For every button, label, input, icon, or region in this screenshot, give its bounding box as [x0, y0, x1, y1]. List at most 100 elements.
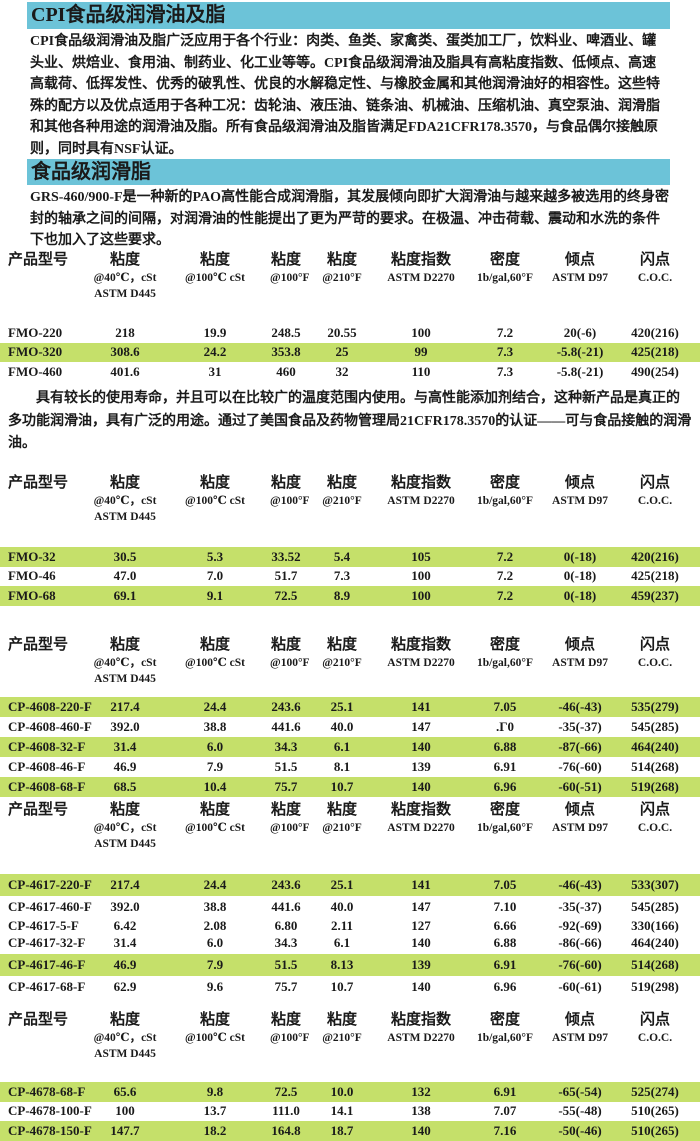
table-cell: 139 [411, 957, 431, 972]
column-header-unit: @210°F [322, 272, 362, 284]
column-header-unit: @100°F [270, 272, 310, 284]
column-header: 产品型号 [0, 800, 90, 852]
section-title: 食品级润滑脂 [31, 161, 151, 183]
column-header-unit: 1b/gal,60°F [476, 1032, 534, 1044]
product-model-cell: CP-4617-5-F [8, 918, 79, 933]
table-cell: 6.0 [206, 934, 224, 950]
column-header-label: 粘度 [199, 252, 230, 268]
table-cell: 33.52 [271, 548, 301, 564]
column-header-label: 密度 [489, 802, 520, 818]
table-row: CP-4608-460-F 392.0 38.8 441.6 40.0 147 .Г0 -35… [0, 717, 700, 737]
table-cell: 441.6 [271, 719, 301, 734]
column-header-unit: @100℃ cSt [185, 1032, 245, 1044]
column-header-label: 粘度 [109, 637, 140, 653]
table-cell: 535(279) [631, 699, 679, 714]
column-header: 粘度 @210°F [302, 250, 382, 302]
table-row: FMO-46 47.0 7.0 51.7 7.3 100 7.2 0(-18) 425(218) [0, 567, 700, 587]
table-cell: 32 [335, 363, 349, 379]
table-cell: 7.2 [496, 568, 514, 584]
product-model-cell: CP-4608-46-F [8, 759, 86, 774]
table-cell: 164.8 [271, 1122, 301, 1138]
table-cell: 6.96 [493, 779, 517, 794]
column-header-label: 倾点 [564, 475, 595, 491]
column-header: 粘度 @100°F [270, 473, 310, 525]
column-header-unit: @100°F [270, 1032, 310, 1044]
table-cell: 6.88 [493, 934, 517, 950]
table-cell: 0(-18) [563, 548, 597, 564]
column-header-unit: ASTM D445 [94, 1048, 156, 1060]
column-header: 粘度 @100℃ cSt [160, 1010, 270, 1062]
column-header: 粘度 @40℃，cSt ASTM D445 [90, 800, 160, 852]
column-header: 产品型号 [0, 473, 90, 525]
table-cell: 34.3 [274, 739, 298, 754]
product-model-cell: FMO-68 [8, 587, 56, 603]
column-header: 粘度 @40℃，cSt ASTM D445 [90, 473, 160, 525]
table-cell: 7.05 [493, 699, 517, 714]
column-header-label: 产品型号 [8, 475, 69, 491]
table-header: 产品型号 粘度 @40℃，cSt ASTM D445 粘度 @100℃ cSt 粘度 @100… [0, 250, 700, 300]
table-cell: 69.1 [113, 587, 137, 603]
column-header-unit: @100℃ cSt [185, 822, 245, 834]
table-row: CP-4608-220-F 217.4 24.4 243.6 25.1 141 7.05 -4… [0, 697, 700, 717]
table-cell: 147 [411, 719, 431, 734]
table-cell: 6.91 [493, 1083, 517, 1099]
column-header-unit: ASTM D445 [94, 288, 156, 300]
column-header-label: 粘度指数 [390, 802, 451, 818]
table-cell: 141 [411, 699, 431, 714]
column-header-unit: ASTM D97 [552, 272, 608, 284]
column-header-unit: @100℃ cSt [185, 495, 245, 507]
column-header-unit: ASTM D2270 [387, 657, 455, 669]
table-cell: 24.4 [203, 699, 227, 714]
table-cell: 140 [411, 979, 431, 994]
table-cell: 7.2 [496, 548, 514, 564]
table-row: CP-4608-46-F 46.9 7.9 51.5 8.1 139 6.91 -76(-60… [0, 757, 700, 777]
product-model-cell: CP-4608-68-F [8, 779, 86, 794]
table-cell: 510(265) [631, 1122, 679, 1138]
column-header-label: 粘度 [270, 1012, 301, 1028]
table-cell: 147 [411, 899, 431, 914]
column-header: 闪点 C.O.C. [610, 635, 700, 687]
section-header-food-grade-grease: 食品级润滑脂 [27, 159, 670, 185]
product-model-cell: CP-4617-220-F [8, 877, 92, 892]
table-cell: -86(-66) [558, 934, 602, 950]
table-cell: -5.8(-21) [556, 344, 604, 360]
column-header-unit: @100℃ cSt [185, 657, 245, 669]
product-model-cell: CP-4617-68-F [8, 979, 86, 994]
column-header: 倾点 ASTM D97 [550, 473, 610, 525]
column-header-label: 粘度 [109, 802, 140, 818]
column-header-label: 粘度 [270, 802, 301, 818]
column-header: 闪点 C.O.C. [610, 1010, 700, 1062]
table-cell: -46(-43) [558, 699, 602, 714]
column-header-label: 粘度 [326, 475, 357, 491]
column-header: 粘度 @100℃ cSt [160, 635, 270, 687]
product-model-cell: CP-4678-100-F [8, 1103, 92, 1119]
table-cell: -50(-46) [558, 1122, 602, 1138]
table-cell: 30.5 [113, 548, 137, 564]
product-model-cell: FMO-320 [8, 344, 63, 360]
table-cell: 510(265) [631, 1103, 679, 1119]
product-model-cell: CP-4608-460-F [8, 719, 92, 734]
spec-table-fmo-high: 产品型号 粘度 @40℃，cSt ASTM D445 粘度 @100℃ cSt 粘度 @100… [0, 250, 700, 382]
column-header: 粘度 @210°F [302, 473, 382, 525]
table-cell: 111.0 [272, 1103, 300, 1119]
product-model-cell: CP-4678-68-F [8, 1083, 86, 1099]
table-row: CP-4678-68-F 65.6 9.8 72.5 10.0 132 6.91 -65(-5… [0, 1082, 700, 1102]
intro-paragraph: CPI食品级润滑油及脂广泛应用于各个行业：肉类、鱼类、家禽类、蛋类加工厂，饮料业… [30, 34, 660, 157]
column-header-unit: ASTM D97 [552, 822, 608, 834]
table-cell: 420(216) [631, 324, 679, 340]
column-header: 倾点 ASTM D97 [550, 250, 610, 302]
table-cell: -92(-69) [558, 918, 602, 933]
table-cell: 330(166) [631, 918, 679, 933]
table-cell: 545(285) [631, 899, 679, 914]
column-header-label: 粘度 [270, 637, 301, 653]
column-header-unit: @40℃，cSt [93, 495, 157, 507]
table-cell: 7.3 [333, 568, 351, 584]
table-cell: 6.91 [493, 759, 517, 774]
table-cell: 519(298) [631, 979, 679, 994]
column-header-label: 粘度 [326, 637, 357, 653]
column-header-unit: C.O.C. [637, 272, 673, 284]
table-cell: 40.0 [330, 899, 354, 914]
table-cell: 6.1 [333, 934, 351, 950]
column-header-label: 倾点 [564, 637, 595, 653]
column-header-label: 粘度指数 [390, 1012, 451, 1028]
